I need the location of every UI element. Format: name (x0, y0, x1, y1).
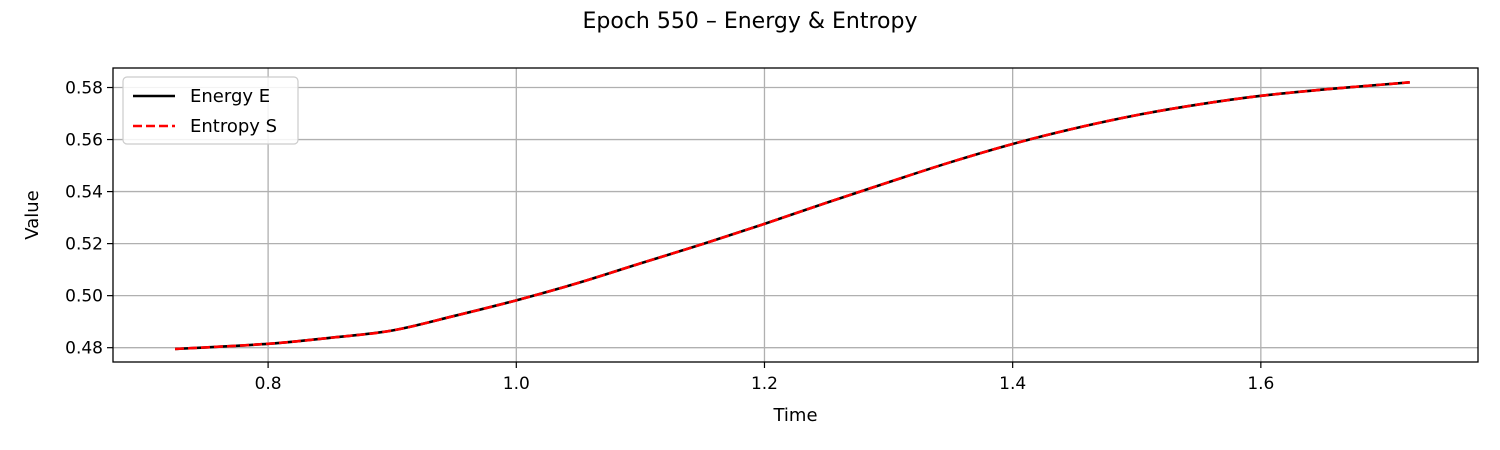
legend-label: Energy E (190, 86, 270, 107)
y-tick-label: 0.52 (65, 235, 103, 255)
x-tick-label: 1.0 (503, 374, 530, 394)
y-tick-label: 0.58 (65, 79, 103, 99)
x-tick-label: 1.2 (751, 374, 778, 394)
y-tick-label: 0.54 (65, 183, 103, 203)
y-tick-label: 0.56 (65, 131, 103, 151)
y-axis-title: Value (22, 190, 43, 239)
chart-title: Epoch 550 – Energy & Entropy (583, 9, 918, 34)
legend-label: Entropy S (190, 116, 277, 137)
plot-frame (112, 67, 1479, 363)
y-tick-label: 0.50 (65, 287, 103, 307)
x-tick-label: 1.4 (999, 374, 1026, 394)
plot-series (174, 81, 1410, 351)
grid (113, 68, 1478, 362)
series-line-entropy (174, 81, 1410, 351)
x-tick-label: 0.8 (255, 374, 282, 394)
x-axis-title: Time (772, 405, 817, 426)
y-tick-label: 0.48 (65, 339, 103, 359)
y-axis-ticks: 0.48 0.50 0.52 0.54 0.56 0.58 (65, 79, 113, 359)
x-tick-label: 1.6 (1247, 374, 1274, 394)
x-axis-ticks: 0.8 1.0 1.2 1.4 1.6 (255, 362, 1274, 394)
series-line-energy (174, 81, 1410, 351)
legend: Energy E Entropy S (122, 76, 299, 145)
